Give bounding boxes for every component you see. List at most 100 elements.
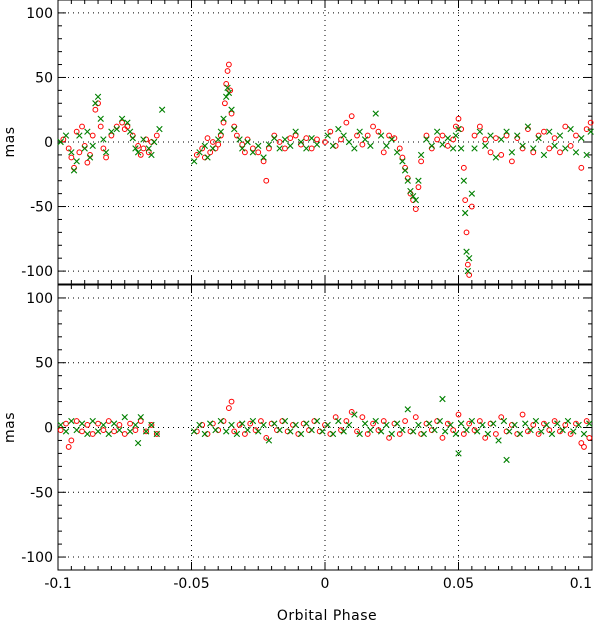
data-point-circle <box>73 128 80 135</box>
y-tick-label: -100 <box>21 550 53 566</box>
data-point-circle <box>89 132 96 139</box>
data-point-cross <box>372 417 379 425</box>
data-point-circle <box>423 132 430 139</box>
data-point-cross <box>583 151 590 159</box>
data-point-cross <box>276 145 283 152</box>
data-point-cross <box>436 417 443 425</box>
data-point-cross <box>532 417 540 425</box>
data-point-cross <box>415 421 422 429</box>
data-point-circle <box>84 159 91 166</box>
data-point-cross <box>461 209 469 217</box>
data-point-cross <box>308 134 315 142</box>
data-point-cross <box>68 417 75 425</box>
data-point-circle <box>100 145 107 152</box>
data-point-cross <box>572 149 580 156</box>
series-circle <box>60 61 594 278</box>
data-point-cross <box>540 151 548 159</box>
data-point-circle <box>140 145 147 152</box>
data-point-cross <box>479 421 486 429</box>
data-point-circle <box>519 411 526 418</box>
data-point-cross <box>228 421 235 429</box>
data-point-circle <box>84 422 91 428</box>
data-point-circle <box>73 418 80 424</box>
data-point-circle <box>71 164 77 171</box>
data-point-cross <box>204 154 211 161</box>
data-point-cross <box>361 420 369 427</box>
data-point-circle <box>327 128 334 135</box>
data-point-cross <box>249 149 257 156</box>
data-point-cross <box>535 134 542 142</box>
data-point-circle <box>583 418 590 424</box>
y-tick-label: 0 <box>44 135 53 151</box>
data-point-cross <box>538 428 545 435</box>
x-tick-label: -0.05 <box>173 576 209 592</box>
data-point-circle <box>567 142 574 149</box>
data-point-cross <box>508 149 516 156</box>
data-point-cross <box>116 426 123 434</box>
y-axis-title: mas <box>2 126 18 157</box>
data-point-cross <box>73 158 80 165</box>
data-point-circle <box>209 139 216 145</box>
data-point-cross <box>335 125 342 133</box>
data-point-cross <box>487 132 494 139</box>
data-point-cross <box>217 417 225 425</box>
data-point-circle <box>460 431 467 437</box>
data-point-circle <box>380 149 387 156</box>
data-point-circle <box>242 149 248 156</box>
data-point-cross <box>81 145 88 152</box>
data-point-cross <box>401 167 409 174</box>
data-point-cross <box>276 426 283 434</box>
data-point-circle <box>231 123 238 130</box>
data-point-circle <box>242 431 248 437</box>
data-point-circle <box>193 152 200 158</box>
data-point-circle <box>79 123 85 130</box>
data-point-cross <box>393 420 401 427</box>
data-point-cross <box>522 420 529 427</box>
data-point-circle <box>153 132 160 139</box>
data-point-circle <box>415 184 422 191</box>
data-point-cross <box>543 421 550 429</box>
data-point-circle <box>364 132 371 139</box>
data-point-circle <box>65 444 72 450</box>
data-point-cross <box>68 149 75 156</box>
data-point-cross <box>404 177 411 184</box>
data-point-cross <box>132 145 139 152</box>
data-point-circle <box>551 135 558 142</box>
data-point-circle <box>263 434 270 441</box>
data-point-circle <box>386 434 392 441</box>
data-point-cross <box>271 134 278 142</box>
data-point-cross <box>444 134 452 142</box>
data-point-circle <box>452 123 459 130</box>
data-point-cross <box>231 125 238 133</box>
data-point-cross <box>351 145 358 152</box>
data-point-circle <box>492 135 499 142</box>
data-point-circle <box>434 136 441 143</box>
data-point-circle <box>247 420 254 427</box>
data-point-cross <box>578 134 585 142</box>
data-point-cross <box>441 428 449 435</box>
data-point-circle <box>137 418 144 424</box>
data-point-circle <box>314 136 320 143</box>
data-point-cross <box>404 406 411 413</box>
data-point-circle <box>418 158 425 165</box>
data-point-circle <box>111 428 117 435</box>
data-point-cross <box>223 428 230 435</box>
data-point-cross <box>57 421 64 429</box>
data-point-circle <box>303 135 310 142</box>
data-point-cross <box>148 421 155 429</box>
data-point-cross <box>562 145 569 152</box>
data-point-cross <box>249 417 257 425</box>
data-point-cross <box>546 128 553 135</box>
series-x <box>57 84 594 275</box>
data-point-cross <box>297 430 305 438</box>
data-point-circle <box>396 145 403 152</box>
data-point-cross <box>399 426 406 434</box>
data-point-cross <box>150 138 158 146</box>
data-point-cross <box>329 430 337 438</box>
data-point-circle <box>68 437 75 444</box>
data-point-circle <box>338 136 344 143</box>
data-point-cross <box>113 125 120 133</box>
data-point-cross <box>498 136 505 143</box>
data-point-cross <box>439 141 446 148</box>
data-point-circle <box>81 142 88 149</box>
